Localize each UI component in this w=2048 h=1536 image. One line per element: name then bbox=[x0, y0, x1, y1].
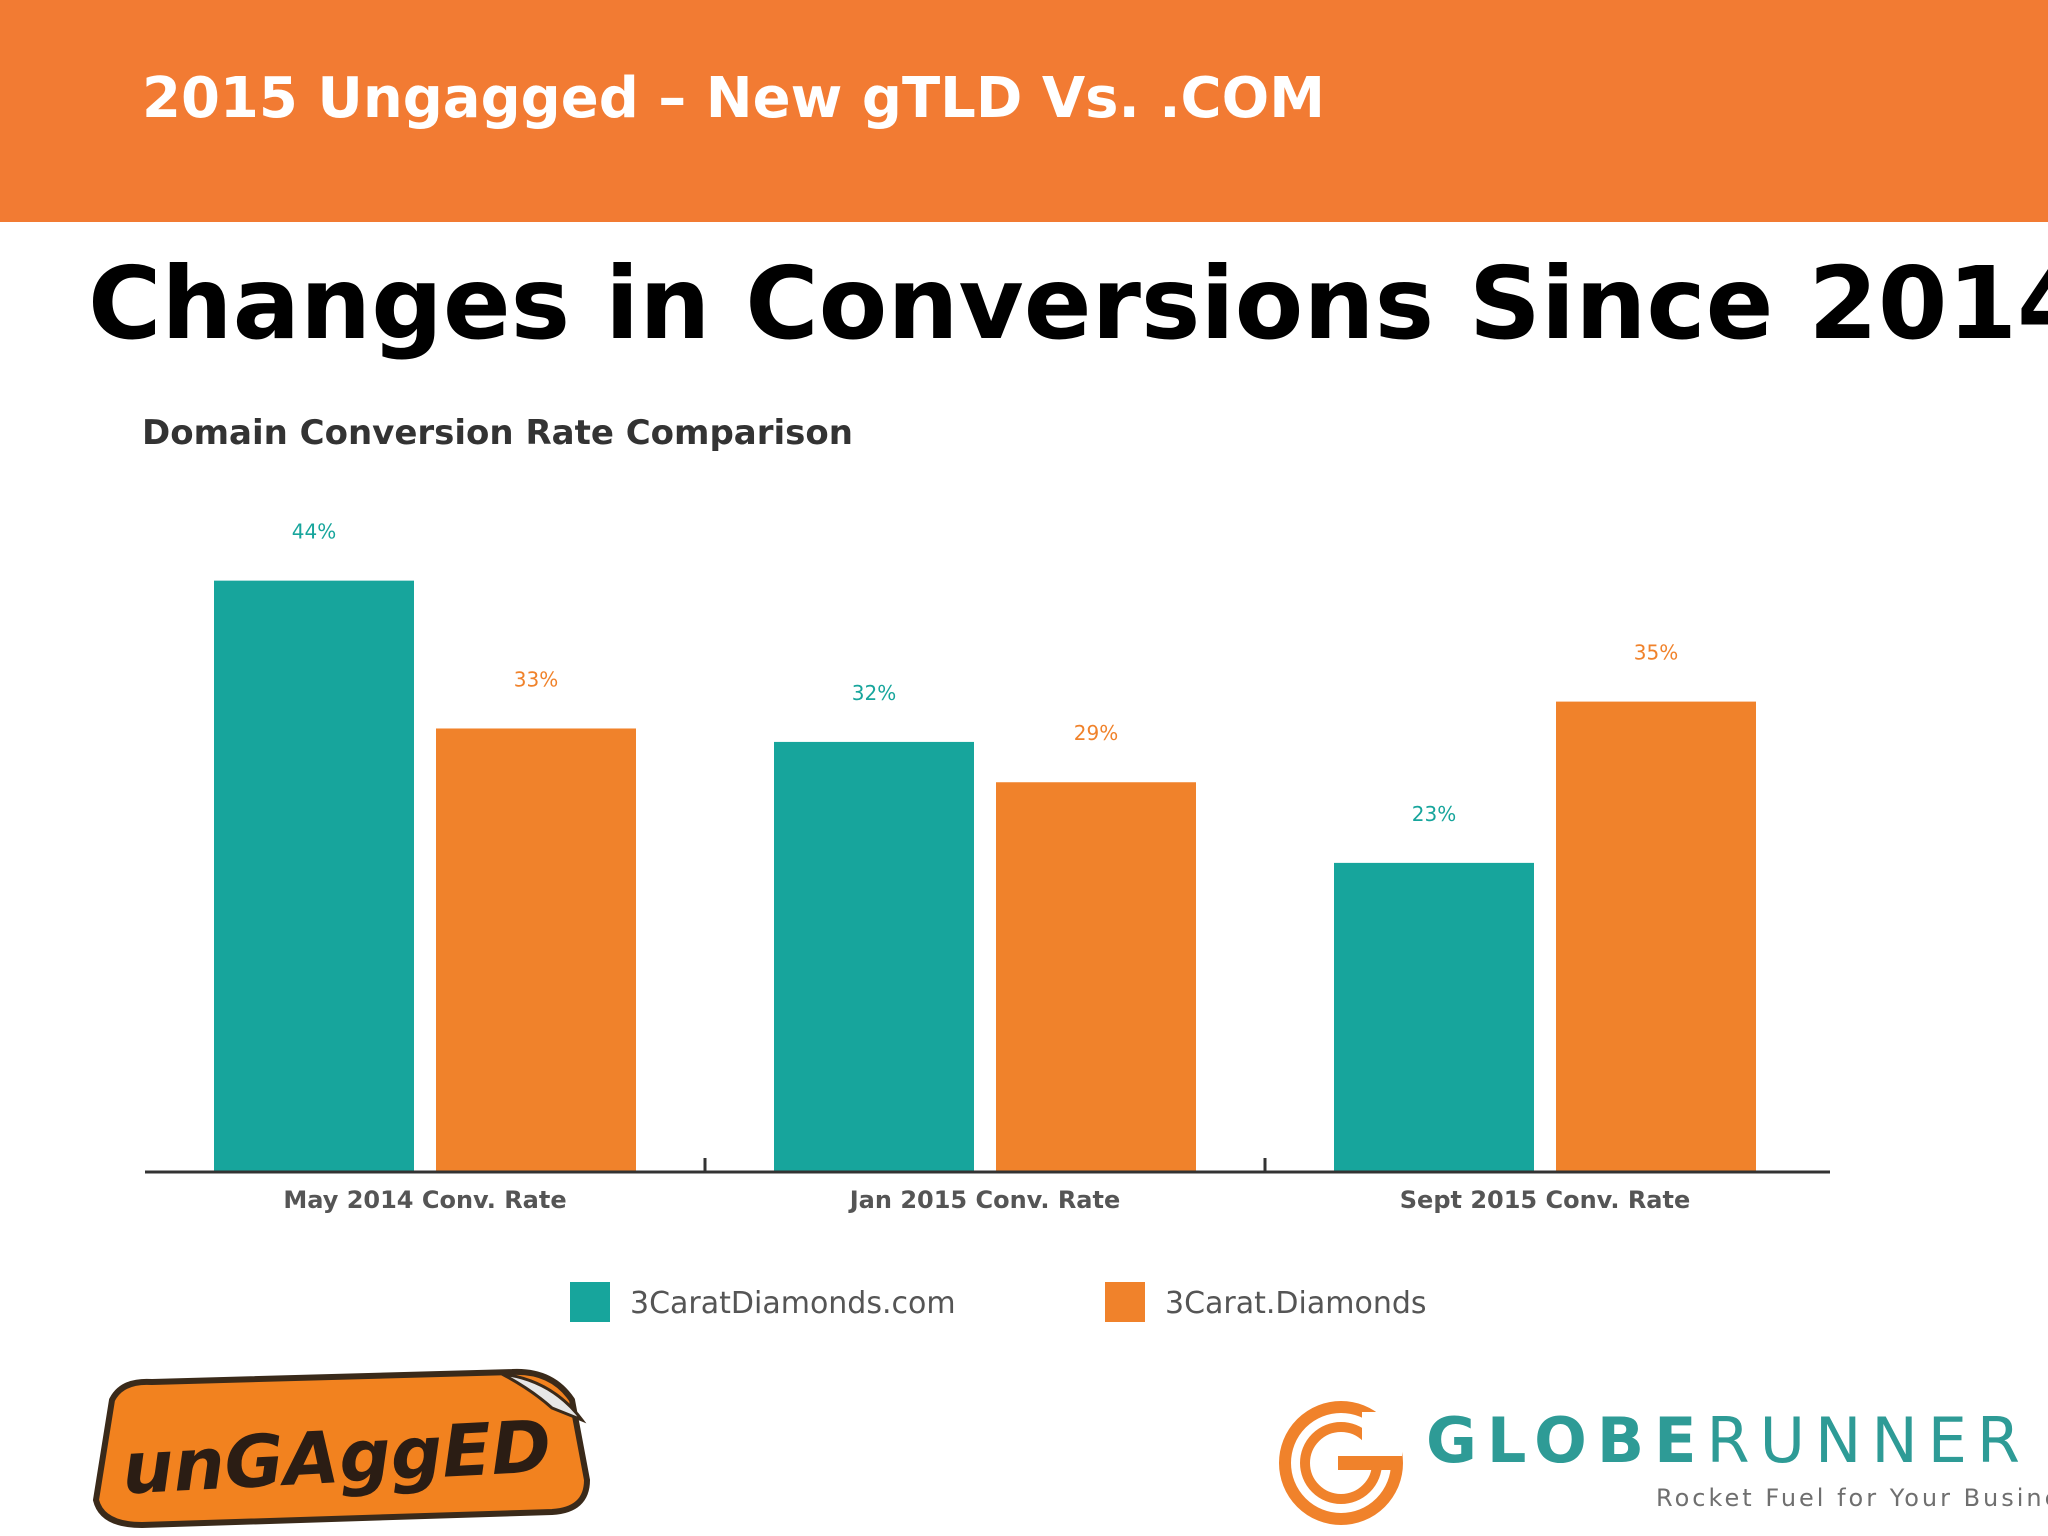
data-label: 32% bbox=[852, 681, 896, 705]
legend: 3CaratDiamonds.com 3Carat.Diamonds bbox=[570, 1282, 1427, 1322]
category-labels-group: May 2014 Conv. Rate Jan 2015 Conv. Rate Se… bbox=[283, 1186, 1690, 1214]
bars-group bbox=[214, 580, 1756, 1172]
globerunner-word-globe: GLOBE bbox=[1426, 1404, 1707, 1477]
globerunner-tagline: Rocket Fuel for Your Business bbox=[1656, 1484, 2048, 1512]
legend-label: 3CaratDiamonds.com bbox=[630, 1286, 956, 1321]
ungagged-logo: unGAggED bbox=[92, 1368, 591, 1529]
data-label: 44% bbox=[292, 520, 336, 544]
data-label: 35% bbox=[1634, 641, 1678, 665]
legend-swatch bbox=[570, 1282, 610, 1322]
chart-title: Domain Conversion Rate Comparison bbox=[142, 413, 853, 453]
x-tick-label: May 2014 Conv. Rate bbox=[283, 1186, 566, 1214]
data-label: 33% bbox=[514, 667, 558, 691]
data-label: 29% bbox=[1074, 721, 1118, 745]
globerunner-logo: GLOBERUNNER Rocket Fuel for Your Busines… bbox=[1276, 1398, 2048, 1528]
bar-chart: Domain Conversion Rate Comparison 44% 33%… bbox=[142, 413, 1830, 1322]
globerunner-g-icon bbox=[1279, 1401, 1403, 1525]
globerunner-word-runner: RUNNER bbox=[1706, 1404, 2030, 1477]
bar-com-0 bbox=[214, 580, 414, 1172]
bar-diamonds-0 bbox=[436, 728, 636, 1172]
value-labels-group: 44% 33% 32% 29% 23% 35% bbox=[292, 520, 1678, 826]
bar-diamonds-2 bbox=[1556, 701, 1756, 1172]
legend-swatch bbox=[1105, 1282, 1145, 1322]
header-bar: 2015 Ungagged – New gTLD Vs. .COM bbox=[0, 0, 2048, 222]
data-label: 23% bbox=[1412, 802, 1456, 826]
bar-com-2 bbox=[1334, 862, 1534, 1172]
x-tick-label: Jan 2015 Conv. Rate bbox=[848, 1186, 1121, 1214]
legend-label: 3Carat.Diamonds bbox=[1165, 1286, 1427, 1321]
ungagged-logo-badge bbox=[92, 1368, 591, 1529]
bar-diamonds-1 bbox=[996, 782, 1196, 1172]
axis-ticks-group bbox=[703, 1158, 1267, 1172]
ungagged-logo-curl bbox=[501, 1372, 587, 1424]
bar-com-1 bbox=[774, 741, 974, 1172]
globerunner-wordmark: GLOBERUNNER bbox=[1426, 1404, 2030, 1477]
header-title: 2015 Ungagged – New gTLD Vs. .COM bbox=[142, 66, 1325, 131]
x-tick-label: Sept 2015 Conv. Rate bbox=[1400, 1186, 1691, 1214]
slide-title: Changes in Conversions Since 2014 bbox=[88, 245, 2048, 362]
